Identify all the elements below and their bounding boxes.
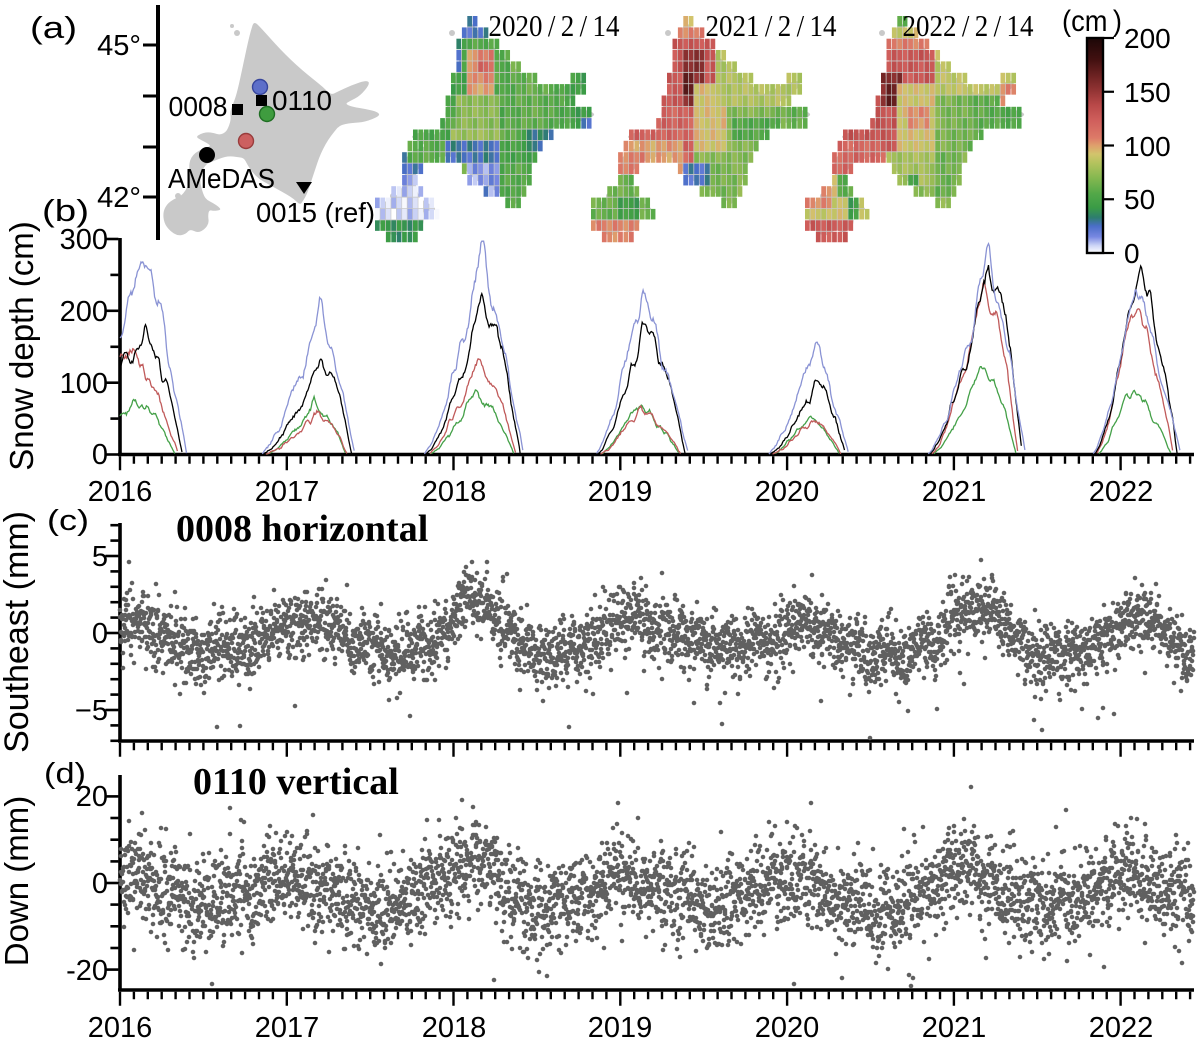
svg-text:0008 horizontal: 0008 horizontal — [176, 508, 428, 550]
svg-text:2021: 2021 — [922, 476, 987, 508]
svg-text:AMeDAS: AMeDAS — [168, 163, 275, 194]
svg-text:0: 0 — [92, 618, 108, 650]
svg-text:2016: 2016 — [88, 1012, 153, 1044]
svg-text:2017: 2017 — [255, 476, 320, 508]
svg-text:(b): (b) — [42, 193, 89, 228]
svg-text:0: 0 — [92, 439, 108, 471]
svg-text:0110: 0110 — [272, 85, 332, 116]
svg-text:200: 200 — [60, 296, 108, 328]
svg-text:200: 200 — [1124, 23, 1171, 54]
svg-text:2021: 2021 — [922, 1012, 987, 1044]
svg-text:Down (mm): Down (mm) — [0, 796, 35, 967]
svg-text:(a): (a) — [30, 10, 77, 45]
svg-text:42°: 42° — [97, 182, 141, 214]
svg-text:0: 0 — [92, 868, 108, 900]
svg-text:2019: 2019 — [588, 476, 653, 508]
svg-text:2018: 2018 — [422, 476, 487, 508]
svg-text:2021 / 2 / 14: 2021 / 2 / 14 — [706, 8, 837, 43]
svg-text:−5: −5 — [75, 695, 108, 727]
svg-text:-20: -20 — [66, 955, 108, 987]
svg-text:150: 150 — [1124, 77, 1171, 108]
svg-text:2020: 2020 — [755, 476, 820, 508]
svg-text:Snow depth (cm): Snow depth (cm) — [3, 221, 40, 470]
svg-text:Southeast (mm): Southeast (mm) — [0, 511, 36, 753]
svg-text:(cm ): (cm ) — [1062, 5, 1122, 38]
svg-text:0015 (ref): 0015 (ref) — [256, 197, 375, 228]
svg-text:(d): (d) — [44, 758, 86, 790]
svg-text:100: 100 — [1124, 131, 1171, 162]
svg-text:2016: 2016 — [88, 476, 153, 508]
svg-text:300: 300 — [60, 224, 108, 256]
svg-text:5: 5 — [92, 541, 108, 573]
svg-text:2018: 2018 — [422, 1012, 487, 1044]
svg-text:0110 vertical: 0110 vertical — [193, 761, 399, 803]
svg-text:2022 / 2 / 14: 2022 / 2 / 14 — [903, 8, 1034, 43]
svg-text:2017: 2017 — [255, 1012, 320, 1044]
svg-text:0: 0 — [1124, 238, 1140, 269]
svg-text:2020 / 2 / 14: 2020 / 2 / 14 — [489, 8, 620, 43]
svg-text:(c): (c) — [47, 505, 89, 537]
svg-text:2019: 2019 — [588, 1012, 653, 1044]
svg-text:50: 50 — [1124, 184, 1155, 215]
svg-text:2022: 2022 — [1089, 476, 1154, 508]
svg-text:2022: 2022 — [1089, 1012, 1154, 1044]
svg-text:2020: 2020 — [755, 1012, 820, 1044]
svg-text:100: 100 — [60, 368, 108, 400]
svg-text:20: 20 — [76, 781, 108, 813]
svg-text:45°: 45° — [97, 30, 141, 62]
svg-text:0008: 0008 — [169, 91, 228, 122]
